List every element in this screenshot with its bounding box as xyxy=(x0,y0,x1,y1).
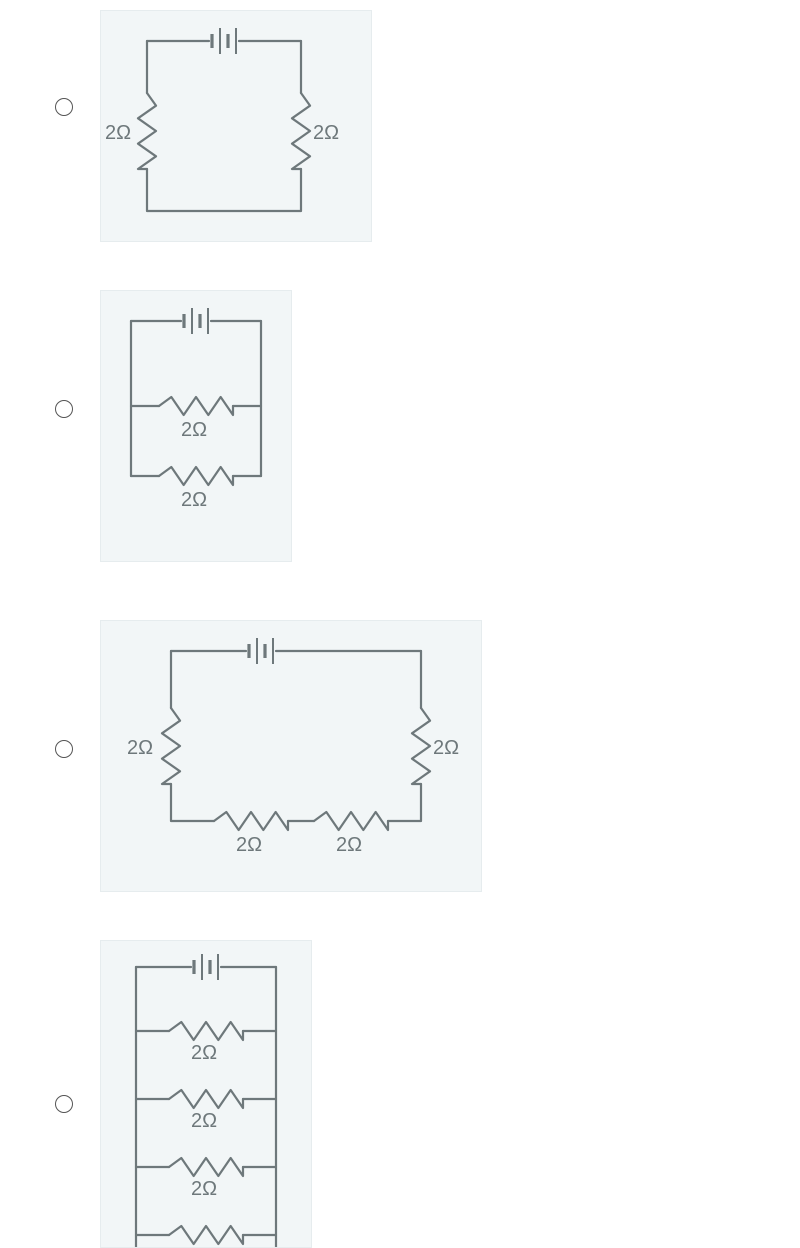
question-options: 2Ω 2Ω 2Ω 2Ω 2Ω 2Ω 2Ω 2Ω 2Ω 2Ω 2Ω xyxy=(0,0,800,1246)
resistor-label: 2Ω xyxy=(191,1178,217,1200)
resistor-label: 2Ω xyxy=(191,1042,217,1064)
resistor-icon xyxy=(292,93,310,169)
circuit-diagram-A: 2Ω 2Ω xyxy=(100,10,372,242)
resistor-label: 2Ω xyxy=(191,1110,217,1132)
circuit-diagram-D: 2Ω 2Ω 2Ω xyxy=(100,940,312,1248)
resistor-icon xyxy=(169,1158,243,1176)
option-radio-A[interactable] xyxy=(55,98,73,116)
circuit-diagram-B: 2Ω 2Ω xyxy=(100,290,292,562)
resistor-label: 2Ω xyxy=(336,834,362,856)
resistor-label: 2Ω xyxy=(433,737,459,759)
resistor-icon xyxy=(169,1090,243,1108)
resistor-icon xyxy=(169,1022,243,1040)
resistor-icon xyxy=(138,93,156,169)
option-radio-D[interactable] xyxy=(55,1095,73,1113)
option-radio-C[interactable] xyxy=(55,740,73,758)
resistor-icon xyxy=(159,467,233,485)
resistor-label: 2Ω xyxy=(313,122,339,144)
resistor-icon xyxy=(162,708,180,784)
option-radio-B[interactable] xyxy=(55,400,73,418)
resistor-icon xyxy=(314,812,388,830)
resistor-icon xyxy=(412,708,430,784)
resistor-label: 2Ω xyxy=(236,834,262,856)
resistor-label: 2Ω xyxy=(127,737,153,759)
resistor-icon xyxy=(169,1226,243,1244)
resistor-label: 2Ω xyxy=(105,122,131,144)
resistor-icon xyxy=(159,397,233,415)
resistor-icon xyxy=(214,812,288,830)
resistor-label: 2Ω xyxy=(181,419,207,441)
circuit-diagram-C: 2Ω 2Ω 2Ω 2Ω xyxy=(100,620,482,892)
resistor-label: 2Ω xyxy=(181,489,207,511)
